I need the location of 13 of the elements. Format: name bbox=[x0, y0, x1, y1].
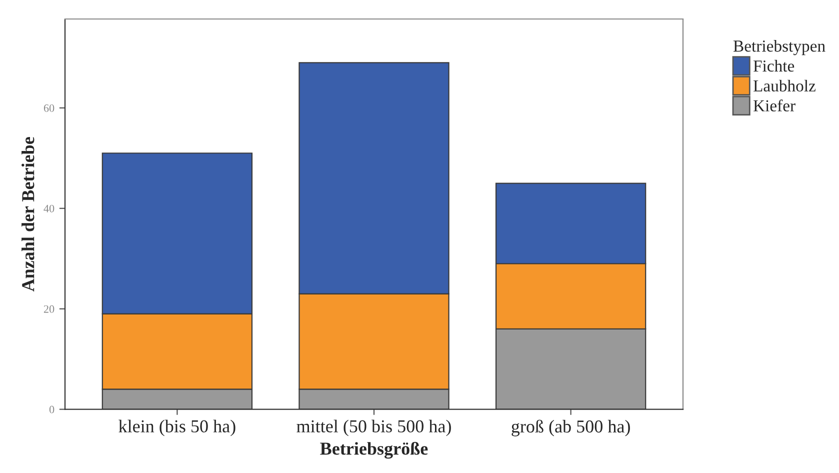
legend-label: Fichte bbox=[753, 60, 794, 72]
legend-title: Betriebstypen bbox=[733, 40, 826, 56]
y-axis-title: Anzahl der Betriebe bbox=[22, 137, 34, 292]
x-tick-label: mittel (50 bis 500 ha) bbox=[296, 420, 451, 436]
y-tick-label: 40 bbox=[44, 204, 54, 212]
y-tick-label: 20 bbox=[44, 305, 54, 313]
x-tick-label: groß (ab 500 ha) bbox=[512, 420, 630, 436]
y-tick-label: 0 bbox=[49, 406, 54, 414]
y-tick-label: 60 bbox=[44, 104, 54, 112]
legend-label: Kiefer bbox=[753, 100, 796, 112]
legend-label: Laubholz bbox=[753, 80, 816, 92]
x-axis-title: Betriebsgröße bbox=[320, 442, 428, 459]
x-tick-label: klein (bis 50 ha) bbox=[118, 420, 236, 436]
